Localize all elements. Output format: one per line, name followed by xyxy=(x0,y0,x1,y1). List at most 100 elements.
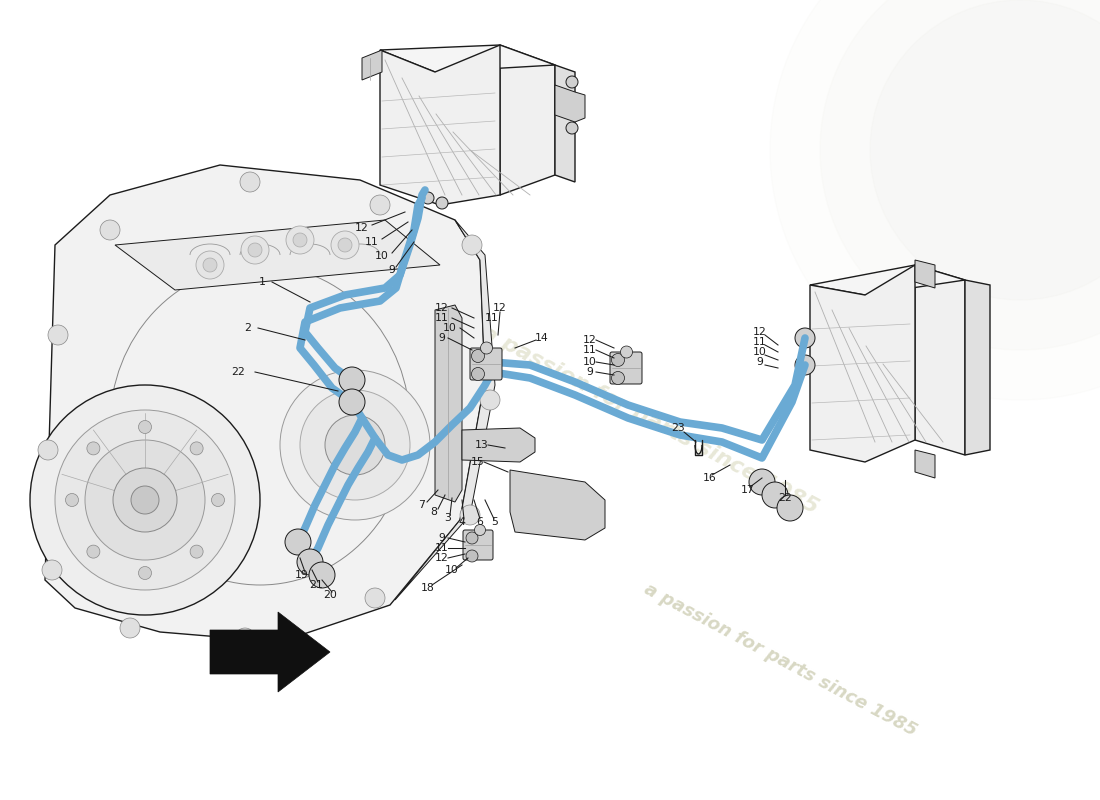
Polygon shape xyxy=(379,45,500,205)
Circle shape xyxy=(196,251,224,279)
Circle shape xyxy=(566,122,578,134)
Circle shape xyxy=(285,529,311,555)
Text: 9: 9 xyxy=(757,357,763,367)
Text: 20: 20 xyxy=(323,590,337,600)
Circle shape xyxy=(100,220,120,240)
Text: 12: 12 xyxy=(355,223,368,233)
Text: 21: 21 xyxy=(309,580,323,590)
Polygon shape xyxy=(379,45,556,72)
Circle shape xyxy=(139,421,152,434)
Circle shape xyxy=(280,370,430,520)
Circle shape xyxy=(131,486,160,514)
Circle shape xyxy=(777,495,803,521)
Circle shape xyxy=(324,415,385,475)
Circle shape xyxy=(30,385,260,615)
Circle shape xyxy=(612,354,625,366)
Text: 9: 9 xyxy=(586,367,593,377)
Circle shape xyxy=(762,482,788,508)
Text: 15: 15 xyxy=(471,457,485,467)
Circle shape xyxy=(474,525,485,535)
Circle shape xyxy=(481,342,493,354)
Circle shape xyxy=(480,390,501,410)
Text: 11: 11 xyxy=(583,345,597,355)
Text: 9: 9 xyxy=(439,533,446,543)
Circle shape xyxy=(466,532,478,544)
FancyBboxPatch shape xyxy=(610,352,642,384)
Polygon shape xyxy=(500,45,556,195)
Text: 12: 12 xyxy=(436,303,449,313)
Circle shape xyxy=(795,355,815,375)
Text: 11: 11 xyxy=(436,313,449,323)
Circle shape xyxy=(87,545,100,558)
Text: 10: 10 xyxy=(375,251,389,261)
Text: 18: 18 xyxy=(421,583,434,593)
Circle shape xyxy=(85,440,205,560)
FancyBboxPatch shape xyxy=(470,348,502,380)
Text: 23: 23 xyxy=(671,423,685,433)
Circle shape xyxy=(241,236,270,264)
Polygon shape xyxy=(556,85,585,122)
Polygon shape xyxy=(915,450,935,478)
Text: 22: 22 xyxy=(231,367,245,377)
Polygon shape xyxy=(510,470,605,540)
Polygon shape xyxy=(915,265,965,455)
Text: 11: 11 xyxy=(436,543,449,553)
Circle shape xyxy=(566,76,578,88)
Polygon shape xyxy=(116,220,440,290)
Text: 12: 12 xyxy=(754,327,767,337)
Text: 12: 12 xyxy=(493,303,507,313)
Polygon shape xyxy=(810,265,965,295)
Text: 9: 9 xyxy=(388,265,395,275)
Circle shape xyxy=(87,442,100,455)
Circle shape xyxy=(235,628,255,648)
Text: 12: 12 xyxy=(583,335,597,345)
Circle shape xyxy=(42,560,62,580)
Text: 10: 10 xyxy=(583,357,597,367)
Text: a passion for parts since 1985: a passion for parts since 1985 xyxy=(478,322,822,518)
Polygon shape xyxy=(210,612,330,692)
Circle shape xyxy=(190,545,204,558)
Text: 5: 5 xyxy=(492,517,498,527)
Circle shape xyxy=(472,367,484,381)
Circle shape xyxy=(472,350,484,362)
FancyBboxPatch shape xyxy=(463,530,493,560)
Text: 13: 13 xyxy=(475,440,488,450)
Circle shape xyxy=(309,562,336,588)
Polygon shape xyxy=(915,260,935,288)
Polygon shape xyxy=(556,65,575,182)
Text: 1: 1 xyxy=(258,277,265,287)
Text: 9: 9 xyxy=(439,333,446,343)
Text: 11: 11 xyxy=(754,337,767,347)
Text: 10: 10 xyxy=(443,323,456,333)
Circle shape xyxy=(293,233,307,247)
Circle shape xyxy=(460,505,480,525)
Circle shape xyxy=(436,197,448,209)
Circle shape xyxy=(462,235,482,255)
Circle shape xyxy=(620,346,632,358)
Circle shape xyxy=(48,325,68,345)
Circle shape xyxy=(248,243,262,257)
Circle shape xyxy=(39,440,58,460)
Text: 11: 11 xyxy=(485,313,499,323)
Text: 6: 6 xyxy=(476,517,483,527)
Text: 10: 10 xyxy=(754,347,767,357)
Polygon shape xyxy=(395,220,495,600)
Circle shape xyxy=(612,371,625,385)
Circle shape xyxy=(286,226,313,254)
Text: 7: 7 xyxy=(419,500,426,510)
Text: 10: 10 xyxy=(446,565,459,575)
Circle shape xyxy=(113,468,177,532)
Text: 8: 8 xyxy=(430,507,438,517)
Circle shape xyxy=(365,588,385,608)
Text: 22: 22 xyxy=(778,493,792,503)
Circle shape xyxy=(795,328,815,348)
Circle shape xyxy=(466,550,478,562)
Polygon shape xyxy=(434,305,462,502)
Circle shape xyxy=(338,238,352,252)
Circle shape xyxy=(297,549,323,575)
Text: 14: 14 xyxy=(535,333,549,343)
Circle shape xyxy=(240,172,260,192)
Polygon shape xyxy=(965,280,990,455)
Circle shape xyxy=(422,192,435,204)
Text: 16: 16 xyxy=(703,473,717,483)
